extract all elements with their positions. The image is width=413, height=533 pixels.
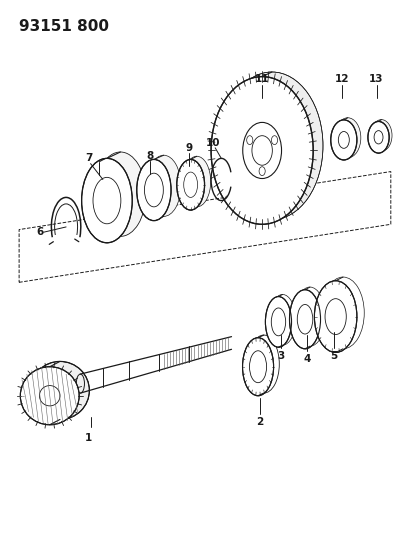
- Ellipse shape: [221, 72, 322, 220]
- Text: 9: 9: [185, 143, 192, 153]
- Ellipse shape: [81, 158, 132, 243]
- Text: 3: 3: [276, 351, 283, 361]
- Ellipse shape: [95, 152, 145, 236]
- Ellipse shape: [146, 155, 180, 216]
- Text: 6: 6: [36, 227, 43, 237]
- Ellipse shape: [330, 120, 356, 160]
- Text: 8: 8: [146, 151, 153, 161]
- Ellipse shape: [313, 281, 356, 352]
- Text: 1: 1: [85, 433, 92, 443]
- Ellipse shape: [211, 77, 313, 224]
- Ellipse shape: [20, 367, 79, 425]
- Text: 12: 12: [334, 74, 348, 84]
- Text: 2: 2: [256, 417, 263, 427]
- Text: 93151 800: 93151 800: [19, 19, 109, 34]
- Ellipse shape: [242, 338, 273, 395]
- Ellipse shape: [265, 296, 291, 347]
- Ellipse shape: [176, 159, 204, 210]
- Text: 13: 13: [368, 74, 383, 84]
- Ellipse shape: [183, 156, 210, 207]
- Text: 11: 11: [254, 74, 269, 84]
- Text: 4: 4: [303, 354, 310, 364]
- Text: 10: 10: [205, 138, 220, 148]
- Ellipse shape: [367, 122, 388, 153]
- Ellipse shape: [136, 159, 171, 221]
- Ellipse shape: [289, 290, 320, 349]
- Text: 5: 5: [329, 351, 337, 361]
- Text: 7: 7: [85, 154, 92, 164]
- Ellipse shape: [31, 361, 89, 419]
- Ellipse shape: [370, 119, 391, 151]
- Ellipse shape: [334, 118, 360, 158]
